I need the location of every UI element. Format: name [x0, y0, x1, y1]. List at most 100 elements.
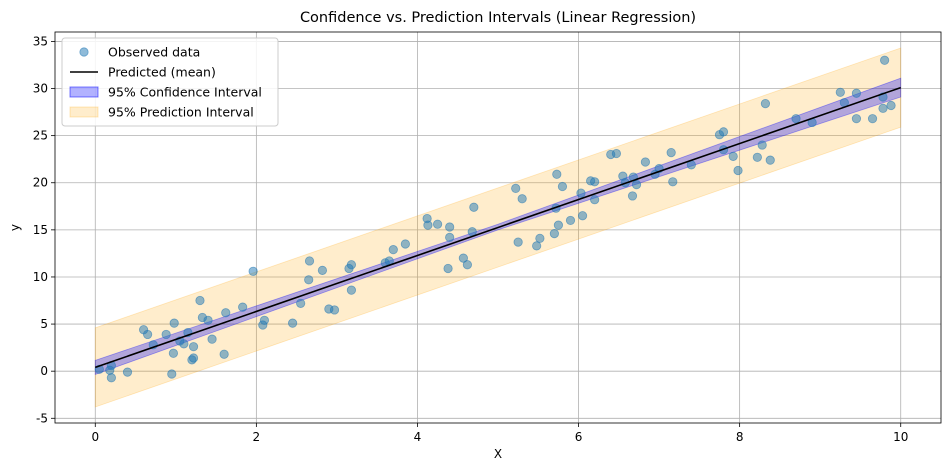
data-point: [143, 329, 153, 340]
data-point: [122, 367, 133, 377]
data-point: [458, 253, 468, 263]
data-point: [535, 233, 545, 243]
data-point: [207, 334, 217, 344]
axis-ticks: 0 2 4 6 8 10 -5 0 5 10 15 20 25 30 35: [33, 34, 909, 444]
plot-area: [54, 31, 942, 424]
prediction-line: [95, 86, 901, 369]
data-point: [552, 169, 562, 179]
prediction-line-layer: [95, 86, 901, 369]
data-point: [590, 195, 600, 205]
x-tick-label: 2: [253, 430, 261, 444]
data-point: [169, 318, 179, 328]
data-point: [549, 229, 559, 239]
data-point: [462, 260, 472, 270]
data-point: [878, 103, 888, 113]
chart-title: Confidence vs. Prediction Intervals (Lin…: [300, 10, 696, 26]
y-tick-label: 35: [33, 34, 48, 48]
data-point: [757, 140, 767, 150]
data-point: [631, 180, 642, 190]
data-point: [851, 114, 862, 124]
data-point: [867, 114, 878, 124]
data-point: [666, 147, 676, 158]
data-point: [760, 99, 771, 109]
data-point: [219, 349, 229, 359]
data-point: [469, 202, 479, 212]
y-tick-label: 0: [40, 364, 48, 378]
x-tick-label: 10: [893, 430, 908, 444]
data-point: [590, 177, 600, 187]
data-point: [161, 329, 171, 340]
data-point: [346, 260, 357, 270]
y-axis-label: y: [8, 224, 22, 231]
x-tick-label: 8: [736, 430, 744, 444]
data-point: [668, 177, 678, 187]
legend-box: [61, 37, 279, 127]
data-point: [851, 88, 862, 98]
data-point: [221, 308, 231, 318]
legend-label: 95% Prediction Interval: [108, 105, 254, 120]
x-tick-label: 0: [91, 430, 99, 444]
data-point: [188, 353, 199, 363]
data-point: [576, 188, 586, 198]
gridlines: [55, 32, 941, 423]
data-point: [880, 55, 890, 65]
legend-label: 95% Confidence Interval: [108, 85, 262, 100]
data-point: [179, 339, 189, 349]
y-tick-label: 25: [33, 129, 48, 143]
data-point: [791, 114, 801, 124]
data-point: [718, 127, 729, 137]
data-point: [640, 157, 650, 167]
data-point: [195, 295, 205, 306]
plot-frame: [54, 31, 942, 424]
data-point: [167, 369, 177, 379]
confidence-interval-band: [94, 77, 902, 376]
legend-label: Predicted (mean): [108, 65, 216, 80]
data-point: [443, 263, 453, 274]
y-tick-label: 5: [40, 317, 48, 331]
y-tick-label: 30: [33, 82, 48, 96]
legend: Observed data Predicted (mean) 95% Confide…: [61, 37, 279, 127]
x-tick-label: 4: [414, 430, 422, 444]
data-point: [627, 191, 638, 201]
legend-marker-confidence: [69, 86, 99, 98]
legend-marker-prediction: [69, 106, 99, 118]
data-point: [304, 256, 315, 266]
data-point: [577, 211, 588, 221]
data-point: [168, 348, 179, 358]
data-point: [259, 315, 270, 325]
data-point: [511, 183, 521, 193]
legend-label: Observed data: [108, 45, 200, 60]
data-point: [565, 215, 576, 226]
data-point: [445, 232, 455, 242]
data-point: [296, 298, 306, 308]
data-point: [248, 266, 258, 276]
data-point: [317, 265, 328, 275]
data-point: [553, 220, 564, 230]
data-point: [423, 220, 433, 230]
x-tick-label: 6: [575, 430, 583, 444]
data-point: [513, 237, 523, 247]
observed-points: [94, 55, 896, 383]
data-point: [532, 241, 542, 251]
y-tick-label: 20: [33, 176, 48, 190]
data-point: [432, 219, 443, 229]
data-point: [238, 302, 248, 312]
data-point: [765, 155, 775, 165]
data-point: [288, 318, 298, 328]
y-tick-label: -5: [36, 411, 48, 425]
y-tick-label: 15: [33, 223, 48, 237]
data-point: [304, 275, 314, 285]
data-point: [388, 245, 398, 255]
data-point: [346, 285, 357, 295]
data-point: [188, 342, 199, 352]
data-point: [445, 222, 455, 232]
data-point: [203, 315, 213, 325]
data-point: [728, 151, 738, 161]
data-point: [400, 239, 410, 249]
data-point: [329, 305, 340, 315]
data-point: [517, 194, 527, 204]
y-tick-label: 10: [33, 270, 48, 284]
data-point: [886, 100, 896, 111]
data-point: [557, 181, 568, 192]
